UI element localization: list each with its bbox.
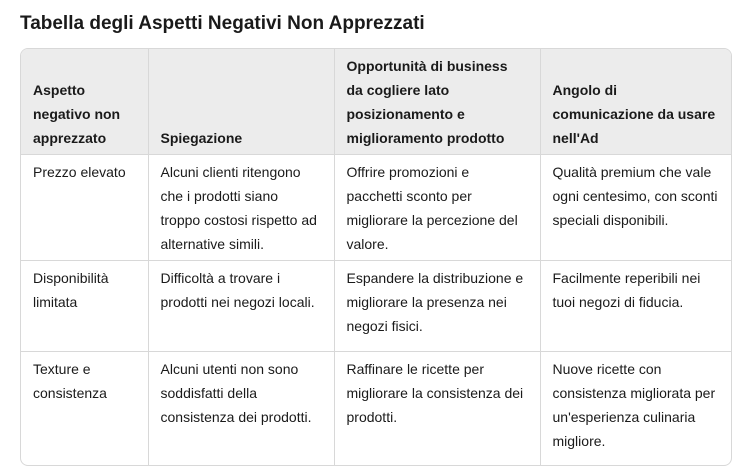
table-row: Prezzo elevato Alcuni clienti ritengono c… [21, 154, 731, 261]
table-row: Texture e consistenza Alcuni utenti non s… [21, 351, 731, 465]
table-cell: Offrire promozioni e pacchetti sconto pe… [333, 154, 540, 261]
table-body: Prezzo elevato Alcuni clienti ritengono c… [21, 154, 731, 465]
table-cell: Alcuni utenti non sono soddisfatti della… [147, 351, 334, 465]
table-cell: Espandere la distribuzione e migliorare … [333, 260, 540, 352]
table-cell: Raffinare le ricette per migliorare la c… [333, 351, 540, 465]
header-cell: Aspetto negativo non apprezzato [21, 49, 148, 155]
table-cell: Facilmente reperibili nei tuoi negozi di… [539, 260, 731, 352]
table: Aspetto negativo non apprezzato Spiegazi… [21, 49, 731, 465]
page: Tabella degli Aspetti Negativi Non Appre… [20, 13, 732, 466]
table-cell: Disponibilità limitata [21, 260, 148, 352]
table-cell: Prezzo elevato [21, 154, 148, 261]
table-cell: Nuove ricette con consistenza migliorata… [539, 351, 731, 465]
header-cell: Spiegazione [147, 49, 334, 155]
title: Tabella degli Aspetti Negativi Non Appre… [20, 13, 425, 34]
table-cell: Difficoltà a trovare i prodotti nei nego… [147, 260, 334, 352]
table-row: Disponibilità limitata Difficoltà a trova… [21, 260, 731, 352]
table-cell: Texture e consistenza [21, 351, 148, 465]
header-cell: Angolo di comunicazione da usare nell'Ad [539, 49, 731, 155]
header-row: Aspetto negativo non apprezzato Spiegazi… [21, 49, 731, 155]
table-cell: Alcuni clienti ritengono che i prodotti … [147, 154, 334, 261]
header-cell: Opportunità di business da cogliere lato… [333, 49, 540, 155]
table-container: Aspetto negativo non apprezzato Spiegazi… [20, 48, 732, 466]
table-cell: Qualità premium che vale ogni centesimo,… [539, 154, 731, 261]
